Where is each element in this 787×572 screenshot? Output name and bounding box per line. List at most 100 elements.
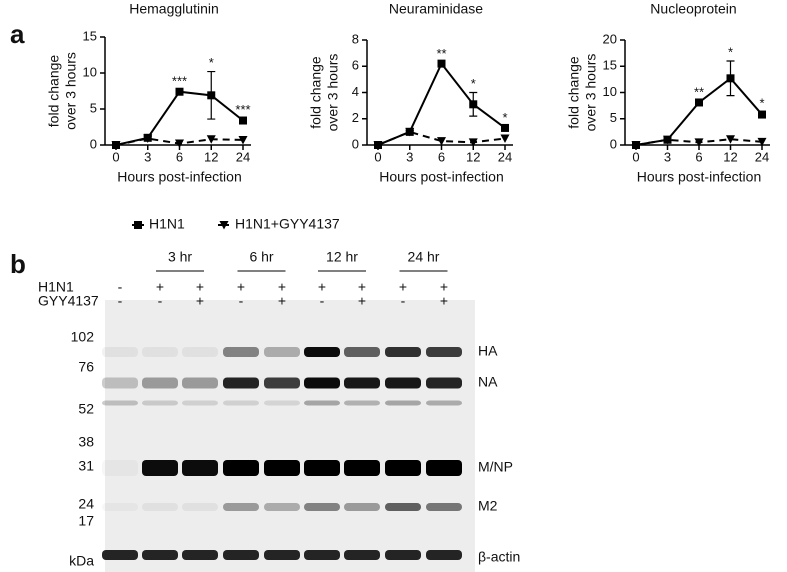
y-tick-label: 10: [603, 84, 617, 99]
y-tick-label: 10: [83, 64, 97, 79]
blot-band: [304, 347, 340, 357]
x-axis-label: Hours post-infection: [637, 169, 762, 185]
blot-band: [385, 347, 421, 357]
treatment-mark: +: [237, 279, 245, 295]
legend-label: H1N1+GYY4137: [235, 216, 340, 232]
chart-title: Nucleoprotein: [650, 1, 736, 17]
blot-band: [142, 550, 178, 560]
blot-band: [223, 503, 259, 511]
treatment-mark: -: [401, 293, 406, 309]
x-axis-label: Hours post-infection: [117, 169, 242, 185]
y-tick-label: 5: [90, 100, 97, 115]
treatment-mark: -: [118, 293, 123, 309]
series-line: [377, 61, 506, 146]
time-label: 12 hr: [326, 249, 358, 265]
marker: [437, 137, 446, 146]
blot-band: [102, 550, 138, 560]
mw-label: 31: [78, 458, 94, 474]
blot-band: [102, 377, 138, 389]
treatment-label: GYY4137: [38, 293, 99, 309]
x-tick-label: 24: [755, 149, 769, 164]
blot-band: [426, 503, 462, 511]
x-tick-label: 12: [204, 149, 218, 164]
marker: [134, 221, 142, 229]
treatment-mark: +: [399, 279, 407, 295]
treatment-mark: +: [196, 293, 204, 309]
y-tick-label: 0: [90, 136, 97, 151]
y-tick-label: 6: [352, 58, 359, 73]
blot-band: [304, 460, 340, 476]
marker: [175, 139, 184, 149]
mw-label: 24: [78, 496, 94, 512]
y-tick-label: 20: [603, 31, 617, 46]
marker: [500, 134, 510, 143]
marker: [631, 141, 641, 150]
blot-band: [182, 377, 218, 389]
x-tick-label: 12: [466, 149, 480, 164]
y-tick-label: 0: [352, 136, 359, 151]
blot-band: [223, 377, 259, 389]
treatment-mark: +: [278, 279, 286, 295]
blot-band: [142, 377, 178, 389]
blot-band: [223, 460, 259, 476]
x-axis-label: Hours post-infection: [379, 169, 504, 185]
x-tick-label: 3: [664, 149, 671, 164]
mw-unit: kDa: [69, 553, 94, 569]
blot-band: [223, 550, 259, 560]
marker: [206, 135, 216, 144]
significance: ***: [235, 102, 250, 117]
y-tick-label: 15: [603, 58, 617, 73]
treatment-mark: -: [118, 279, 123, 295]
blot-band: [304, 503, 340, 511]
chart-title: Neuraminidase: [389, 1, 483, 17]
significance: *: [502, 110, 507, 125]
marker: [694, 138, 704, 147]
treatment-mark: +: [358, 293, 366, 309]
blot-band: [223, 400, 259, 406]
marker: [468, 138, 478, 147]
treatment-mark: +: [278, 293, 286, 309]
y-axis-label: over 3 hours: [63, 52, 79, 130]
time-label: 6 hr: [249, 249, 273, 265]
y-tick-label: 15: [83, 28, 97, 43]
x-tick-label: 0: [632, 149, 639, 164]
marker: [219, 221, 229, 230]
treatment-label: H1N1: [38, 279, 74, 295]
y-tick-label: 2: [352, 110, 359, 125]
blot-band: [385, 550, 421, 560]
mw-label: 38: [78, 434, 94, 450]
significance: **: [436, 46, 446, 61]
mw-label: 52: [78, 401, 94, 417]
legend-label: H1N1: [149, 216, 185, 232]
x-tick-label: 24: [236, 149, 250, 164]
blot-band: [385, 503, 421, 511]
blot-band: [264, 377, 300, 389]
blot-band: [344, 400, 380, 406]
marker: [726, 74, 735, 83]
panel-label: b: [10, 249, 26, 279]
blot-band: [142, 400, 178, 406]
treatment-mark: +: [440, 279, 448, 295]
blot-band: [344, 347, 380, 357]
y-axis-label: over 3 hours: [325, 54, 341, 132]
blot-band: [344, 550, 380, 560]
blot-band: [264, 550, 300, 560]
chart-title: Hemagglutinin: [129, 1, 219, 17]
blot-band: [182, 460, 218, 476]
blot-band: [102, 503, 138, 511]
y-axis-label: fold change: [308, 56, 324, 129]
band-label: HA: [478, 343, 498, 359]
x-tick-label: 24: [498, 149, 512, 164]
blot-band: [264, 347, 300, 357]
y-axis-label: fold change: [46, 55, 62, 128]
y-axis-label: fold change: [566, 56, 582, 129]
marker: [501, 123, 509, 132]
blot-band: [102, 347, 138, 357]
treatment-mark: +: [318, 279, 326, 295]
band-label: M/NP: [478, 459, 513, 475]
blot-band: [182, 503, 218, 511]
blot-band: [385, 377, 421, 389]
mw-label: 17: [78, 513, 94, 529]
marker: [758, 110, 766, 119]
marker: [405, 127, 415, 137]
